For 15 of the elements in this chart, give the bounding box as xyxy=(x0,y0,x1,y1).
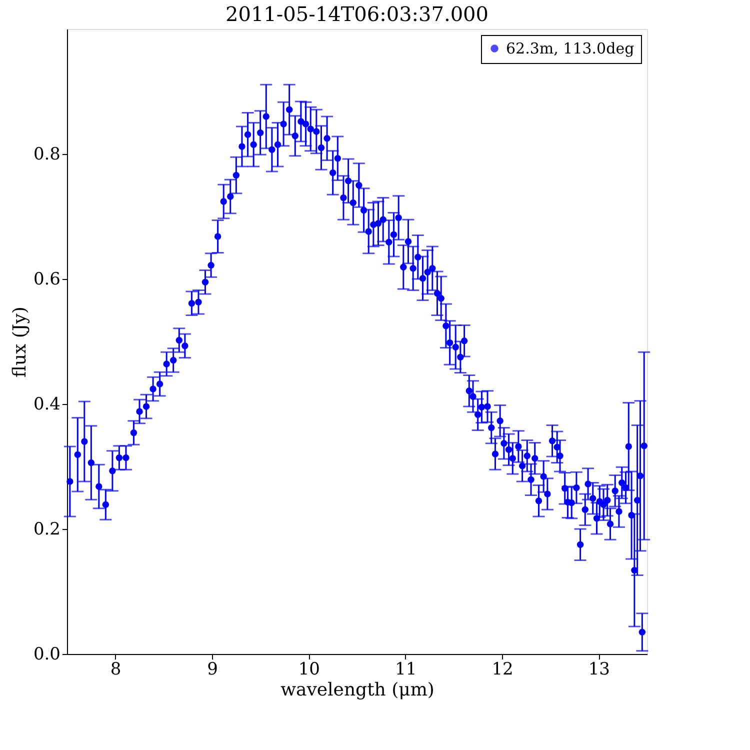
x-tick-label: 9 xyxy=(207,660,218,680)
x-tick-label: 10 xyxy=(298,660,320,680)
y-tick-label: 0.4 xyxy=(33,394,60,414)
y-tick-label: 0.8 xyxy=(33,144,60,164)
x-tick-label: 8 xyxy=(110,660,122,680)
y-tick-label: 0.6 xyxy=(33,270,60,290)
x-tick-label: 12 xyxy=(492,660,514,680)
legend-label: 62.3m, 113.0deg xyxy=(506,40,635,58)
chart-title: 2011-05-14T06:03:37.000 xyxy=(225,2,489,26)
x-axis-title: wavelength (μm) xyxy=(280,680,434,700)
y-tick-label: 0.2 xyxy=(33,520,60,540)
y-axis-title: flux (Jy) xyxy=(9,306,30,378)
y-tick-label: 0.0 xyxy=(33,644,60,664)
x-tick-label: 11 xyxy=(395,660,417,680)
x-tick-label: 13 xyxy=(588,660,610,680)
